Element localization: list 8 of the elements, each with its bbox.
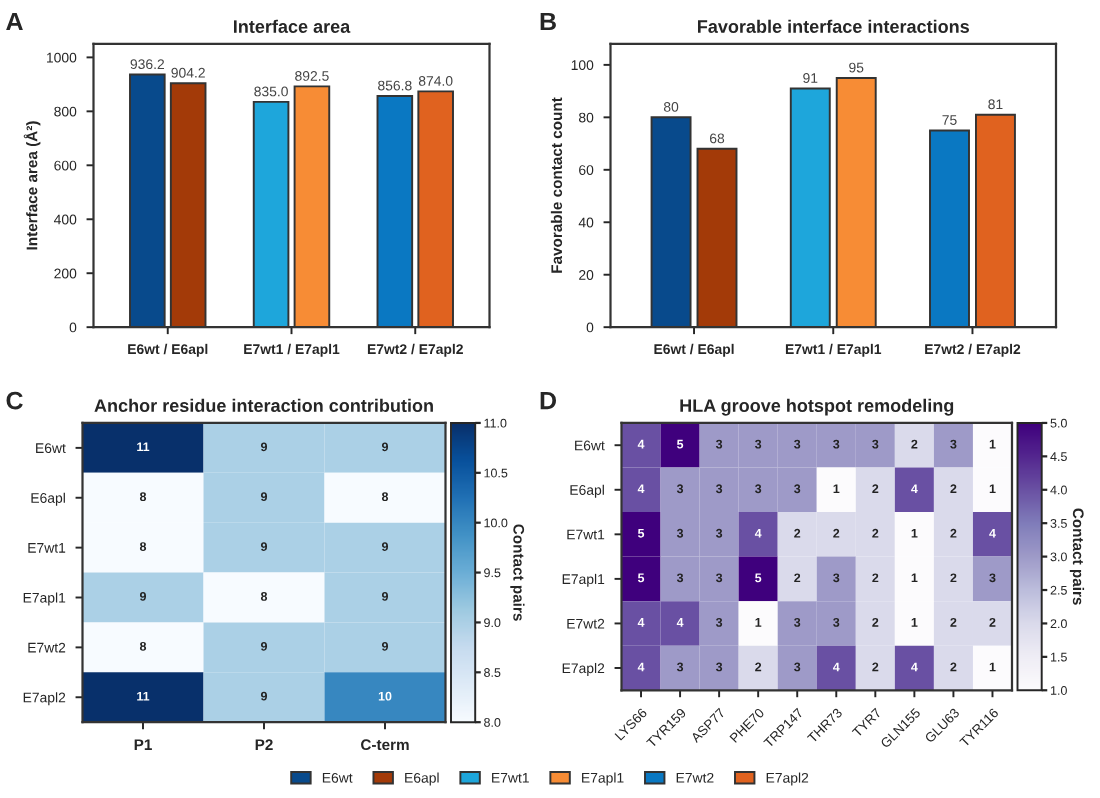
chart-title: Interface area: [234, 19, 351, 33]
text: A: [6, 12, 23, 31]
text: B: [540, 12, 556, 31]
text: D: [540, 391, 556, 410]
chart-title: HLA groove hotspot remodeling: [680, 398, 954, 416]
chart-title: Anchor residue interaction contribution: [94, 398, 433, 413]
chart-title: Favorable interface interactions: [698, 19, 969, 33]
text: C: [6, 391, 23, 410]
